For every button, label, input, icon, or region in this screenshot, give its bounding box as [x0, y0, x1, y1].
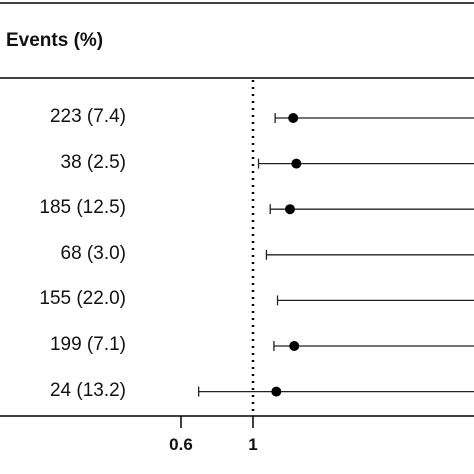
point-estimate — [289, 341, 300, 351]
point-estimate — [271, 386, 282, 397]
x-tick-label: 1 — [248, 435, 257, 454]
point-estimate — [288, 113, 299, 123]
point-estimate — [284, 204, 295, 215]
events-value: 68 (3.0) — [60, 242, 126, 264]
events-column-header: Events (%) — [6, 30, 104, 51]
events-value: 199 (7.1) — [49, 334, 126, 355]
x-tick-label: 0.6 — [169, 435, 193, 454]
point-estimate — [291, 158, 302, 169]
events-value: 185 (12.5) — [39, 197, 126, 219]
events-value: 155 (22.0) — [39, 288, 126, 310]
events-value: 38 (2.5) — [60, 151, 126, 173]
events-value: 24 (13.2) — [49, 379, 126, 401]
events-value: 223 (7.4) — [49, 106, 126, 127]
